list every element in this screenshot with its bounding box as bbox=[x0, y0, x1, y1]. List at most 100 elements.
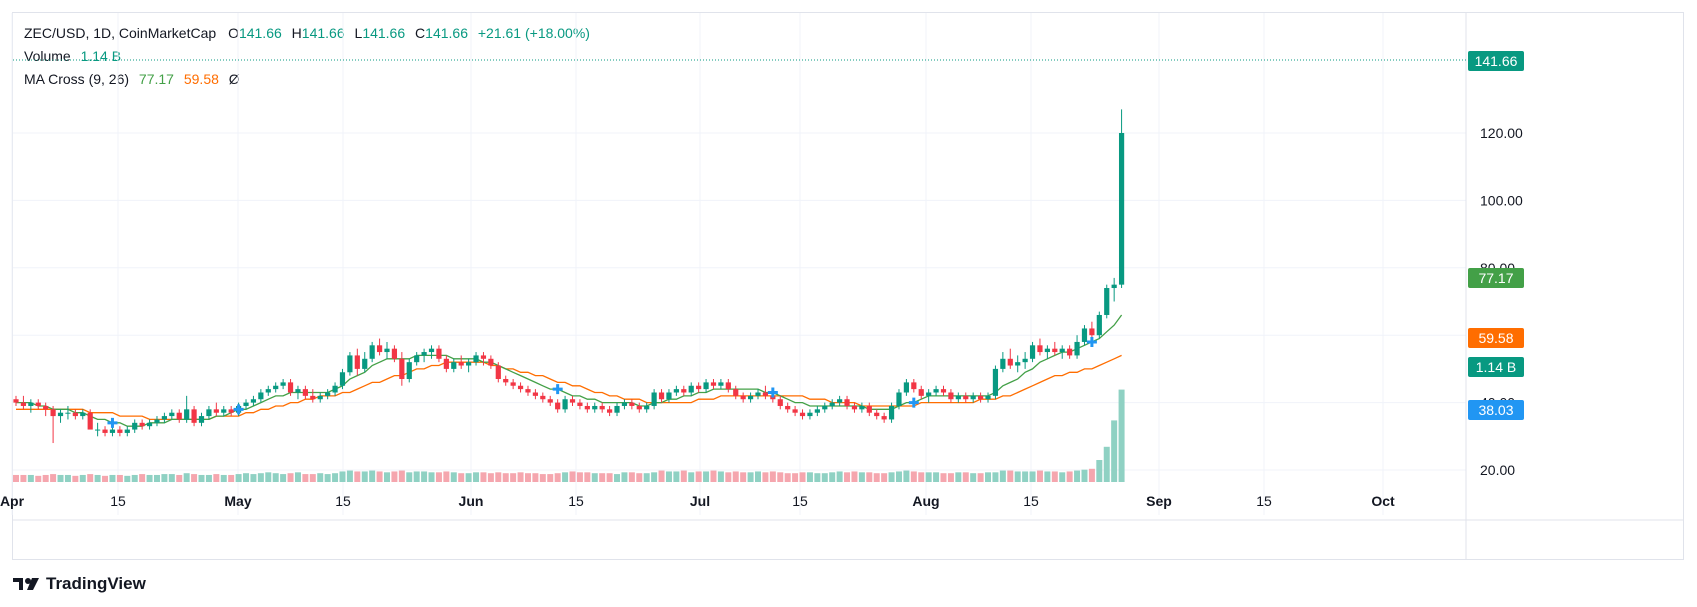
candle-body bbox=[258, 392, 264, 400]
volume-bar bbox=[591, 473, 598, 482]
candle-body bbox=[599, 405, 605, 410]
candle-body bbox=[124, 429, 130, 433]
volume-bar bbox=[955, 472, 962, 482]
volume-bar bbox=[495, 472, 502, 482]
ma-slow-value: 59.58 bbox=[183, 71, 219, 87]
volume-bar bbox=[710, 470, 717, 482]
candle-body bbox=[414, 355, 420, 363]
candle-body bbox=[644, 405, 650, 410]
candle-body bbox=[985, 395, 991, 400]
candle-body bbox=[317, 395, 323, 400]
x-tick-label: Jun bbox=[459, 493, 484, 509]
candle-body bbox=[250, 399, 257, 403]
volume-bar bbox=[139, 474, 146, 482]
volume-bar bbox=[280, 474, 287, 482]
volume-bar bbox=[792, 473, 799, 482]
tradingview-logo[interactable]: TradingView bbox=[13, 574, 146, 594]
candle-body bbox=[532, 392, 538, 396]
candle-body bbox=[169, 412, 175, 417]
candle-body bbox=[703, 382, 709, 390]
candle-body bbox=[970, 395, 976, 400]
open-value: 141.66 bbox=[238, 25, 282, 41]
low-value: 141.66 bbox=[362, 25, 406, 41]
candle-body bbox=[102, 429, 108, 433]
candle-body bbox=[681, 389, 687, 393]
volume-bar bbox=[524, 473, 531, 482]
candle-body bbox=[629, 402, 635, 406]
legend-volume[interactable]: Volume 1.14 B bbox=[24, 48, 121, 64]
x-tick-label: 15 bbox=[1256, 493, 1272, 509]
volume-bar bbox=[858, 472, 865, 482]
volume-bar bbox=[665, 471, 672, 482]
x-tick-label: 15 bbox=[1023, 493, 1039, 509]
ma-cross-marker bbox=[233, 404, 244, 415]
volume-bar bbox=[873, 473, 880, 482]
volume-bar bbox=[1088, 468, 1095, 482]
candle-body bbox=[658, 392, 665, 400]
volume-bar bbox=[895, 471, 902, 482]
candle-body bbox=[362, 358, 368, 369]
volume-bar bbox=[64, 474, 71, 482]
volume-bar bbox=[339, 471, 346, 482]
y-tick-label: 120.00 bbox=[1480, 125, 1523, 141]
volume-value: 1.14 B bbox=[80, 48, 122, 64]
price-label-box bbox=[1468, 400, 1524, 420]
candle-body bbox=[851, 405, 858, 410]
volume-bar bbox=[658, 470, 665, 482]
candle-body bbox=[696, 385, 702, 390]
price-label-text: 59.58 bbox=[1478, 330, 1513, 346]
volume-bar bbox=[1066, 471, 1073, 482]
volume-bar bbox=[191, 474, 198, 482]
volume-bar bbox=[228, 474, 235, 482]
volume-bar bbox=[1118, 389, 1125, 482]
candle-body bbox=[384, 348, 390, 353]
candle-body bbox=[911, 382, 917, 390]
candle-body bbox=[733, 389, 739, 396]
candle-body bbox=[80, 412, 86, 417]
price-label-box bbox=[1468, 268, 1524, 288]
candle-body bbox=[547, 399, 553, 403]
volume-bar bbox=[1007, 470, 1014, 482]
candle-body bbox=[280, 382, 286, 386]
candle-body bbox=[540, 395, 546, 400]
price-label-box bbox=[1468, 328, 1524, 348]
volume-bar bbox=[888, 472, 895, 482]
volume-bar bbox=[302, 474, 309, 482]
candle-body bbox=[213, 409, 219, 413]
volume-bar bbox=[755, 471, 761, 482]
candle-body bbox=[525, 389, 531, 393]
volume-bar bbox=[406, 472, 413, 482]
candle-body bbox=[399, 358, 405, 380]
legend-ma-cross[interactable]: MA Cross (9, 26) 77.17 59.58 Ø bbox=[24, 71, 240, 87]
ma-cross-marker bbox=[1086, 336, 1097, 347]
candle-body bbox=[940, 389, 947, 393]
ma-slow-line bbox=[16, 354, 1122, 421]
candle-body bbox=[1052, 348, 1058, 353]
candle-body bbox=[273, 385, 279, 390]
volume-bar bbox=[517, 472, 524, 482]
candle-body bbox=[428, 348, 435, 353]
price-label-text: 1.14 B bbox=[1476, 359, 1516, 375]
close-value: 141.66 bbox=[425, 25, 468, 41]
candle-body bbox=[1089, 328, 1095, 336]
volume-bar bbox=[1029, 471, 1036, 482]
candle-body bbox=[755, 392, 761, 396]
symbol-title[interactable]: ZEC/USD, 1D, CoinMarketCap bbox=[24, 25, 217, 41]
ma-cross-marker bbox=[107, 417, 118, 428]
price-label-text: 141.66 bbox=[1475, 53, 1518, 69]
candle-body bbox=[933, 389, 939, 393]
candle-body bbox=[673, 389, 679, 393]
y-tick-label: 100.00 bbox=[1480, 192, 1523, 208]
candle-body bbox=[569, 399, 576, 403]
tradingview-icon bbox=[13, 578, 39, 590]
volume-bar bbox=[821, 473, 828, 482]
candle-body bbox=[221, 409, 227, 413]
volume-bar bbox=[784, 473, 791, 482]
volume-bar bbox=[50, 474, 57, 482]
candle-body bbox=[807, 412, 813, 417]
ma-cross-marker bbox=[552, 384, 563, 395]
volume-bar bbox=[799, 472, 806, 482]
candle-body bbox=[762, 392, 769, 396]
candle-body bbox=[1022, 358, 1028, 363]
